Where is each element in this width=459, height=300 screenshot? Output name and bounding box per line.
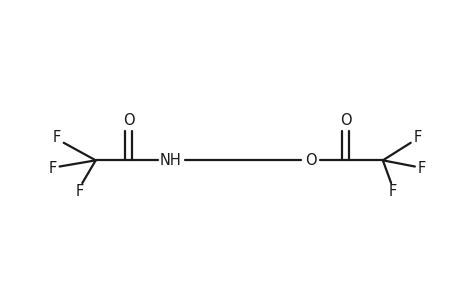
Text: F: F [52,130,61,145]
Text: O: O [339,112,351,128]
Text: F: F [48,161,56,176]
Text: F: F [417,161,425,176]
Text: F: F [413,130,421,145]
Text: F: F [76,184,84,199]
Text: F: F [388,184,397,199]
Text: NH: NH [159,153,180,168]
Text: O: O [304,153,316,168]
Text: O: O [123,112,134,128]
